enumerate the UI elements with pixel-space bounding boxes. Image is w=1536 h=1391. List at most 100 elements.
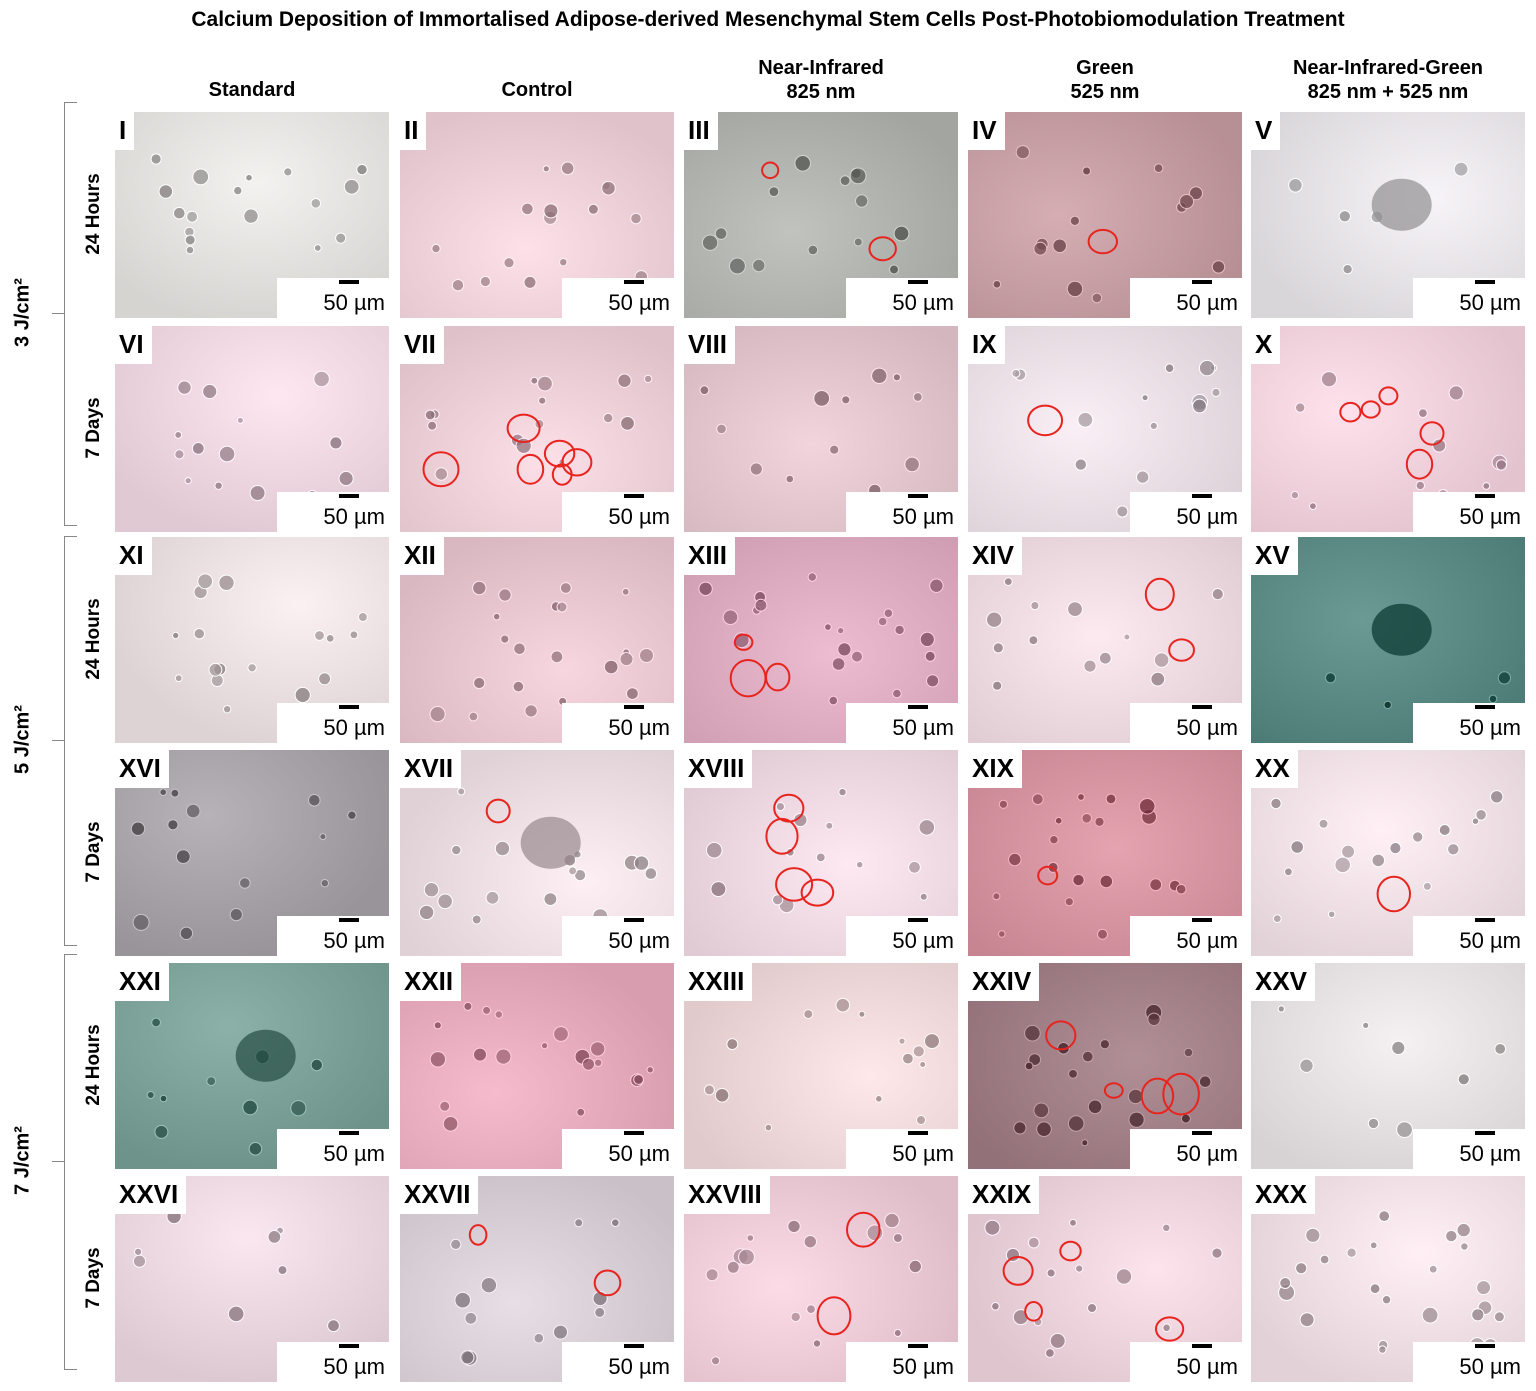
cell (439, 1100, 451, 1112)
scale-bar (1192, 494, 1212, 498)
cell (513, 642, 526, 656)
cell (603, 659, 619, 675)
cell (472, 580, 487, 596)
cell (556, 601, 568, 613)
cell (884, 1212, 900, 1229)
cell (1153, 652, 1170, 668)
cell (839, 175, 851, 186)
cell (202, 383, 218, 400)
cell (1127, 1088, 1144, 1105)
scale-bar (908, 1131, 928, 1135)
cell (1488, 694, 1498, 704)
cell (186, 210, 199, 223)
cell (229, 908, 243, 922)
deposit-highlight-circle (775, 867, 814, 902)
scale-bar (1192, 918, 1212, 922)
cell (611, 1218, 620, 1228)
cell (1318, 818, 1329, 829)
deposit-highlight-circle (1419, 421, 1445, 446)
cell (728, 257, 746, 275)
cell (482, 1005, 492, 1015)
cell (485, 890, 500, 905)
scale-bar (339, 494, 359, 498)
cell (553, 1324, 568, 1340)
panel-numeral: X (1251, 326, 1281, 364)
cell (1320, 371, 1338, 388)
cell (714, 1088, 730, 1103)
cell (329, 436, 343, 450)
cell (1453, 161, 1469, 177)
scale-bar-label: 50 µm (892, 1354, 954, 1379)
cell (277, 1265, 288, 1276)
scale-bar-box: 50 µm (1130, 278, 1242, 318)
cell (1290, 840, 1305, 854)
cell (790, 1311, 801, 1323)
cell (1305, 1227, 1321, 1243)
cell (646, 1066, 654, 1074)
cell (871, 367, 888, 384)
panel-numeral: XIV (968, 537, 1022, 575)
scale-bar-label: 50 µm (608, 928, 670, 953)
cell (1033, 1102, 1050, 1119)
cell (1457, 1073, 1470, 1086)
micrograph-panel: VIII 50 µm (684, 326, 958, 532)
cell (716, 423, 727, 435)
micrograph-panel: XXX 50 µm (1251, 1176, 1525, 1382)
cell (1342, 264, 1353, 275)
cell (1082, 166, 1092, 176)
cell (992, 642, 1004, 654)
cell (1036, 1121, 1052, 1137)
cell (1087, 1099, 1103, 1115)
cell (1299, 1312, 1315, 1328)
cell (594, 1058, 603, 1067)
cell (1445, 1229, 1458, 1243)
cell (1003, 577, 1013, 586)
cell (1115, 1268, 1133, 1285)
cell (1482, 482, 1491, 490)
cell (1211, 1247, 1223, 1259)
scale-bar (1475, 705, 1495, 709)
time-label: 24 Hours (83, 598, 104, 680)
cell (184, 234, 196, 246)
cell (243, 208, 259, 224)
panel-numeral: XXIII (684, 963, 753, 1001)
cell (1069, 1218, 1077, 1227)
cell (835, 997, 851, 1013)
cell (904, 456, 920, 473)
scale-bar-label: 50 µm (1459, 715, 1521, 740)
cell (1049, 835, 1059, 845)
column-header-line1: Near-Infrared-Green (1292, 57, 1484, 79)
cell (916, 1115, 926, 1125)
cell (1049, 1332, 1066, 1349)
cell (468, 711, 479, 722)
scale-bar-label: 50 µm (1459, 290, 1521, 315)
cell (174, 449, 185, 460)
cell (1421, 1306, 1439, 1324)
cell (894, 624, 905, 636)
cell (1149, 421, 1158, 431)
scale-bar-box: 50 µm (277, 1129, 389, 1169)
cell (233, 185, 243, 196)
dose-label: 7 J/cm² (11, 1126, 34, 1195)
deposit-highlight-circle (1024, 1301, 1043, 1322)
scale-bar (908, 494, 928, 498)
cell (500, 634, 510, 644)
cell (837, 627, 845, 635)
micrograph-image (115, 112, 389, 318)
cell (828, 695, 839, 706)
scale-bar (624, 494, 644, 498)
cell (1422, 881, 1432, 891)
cell (173, 206, 186, 220)
time-label: 7 Days (83, 397, 104, 459)
scale-bar-label: 50 µm (1459, 1354, 1521, 1379)
cell (347, 810, 357, 820)
cell (431, 243, 441, 254)
cell (1270, 797, 1282, 810)
scale-bar-box: 50 µm (1130, 916, 1242, 956)
column-header: Green 525 nm (968, 56, 1242, 104)
cell (541, 1042, 549, 1050)
cell (1367, 1117, 1380, 1130)
scale-bar-label: 50 µm (892, 928, 954, 953)
cell (457, 787, 466, 796)
cell (908, 1259, 923, 1274)
